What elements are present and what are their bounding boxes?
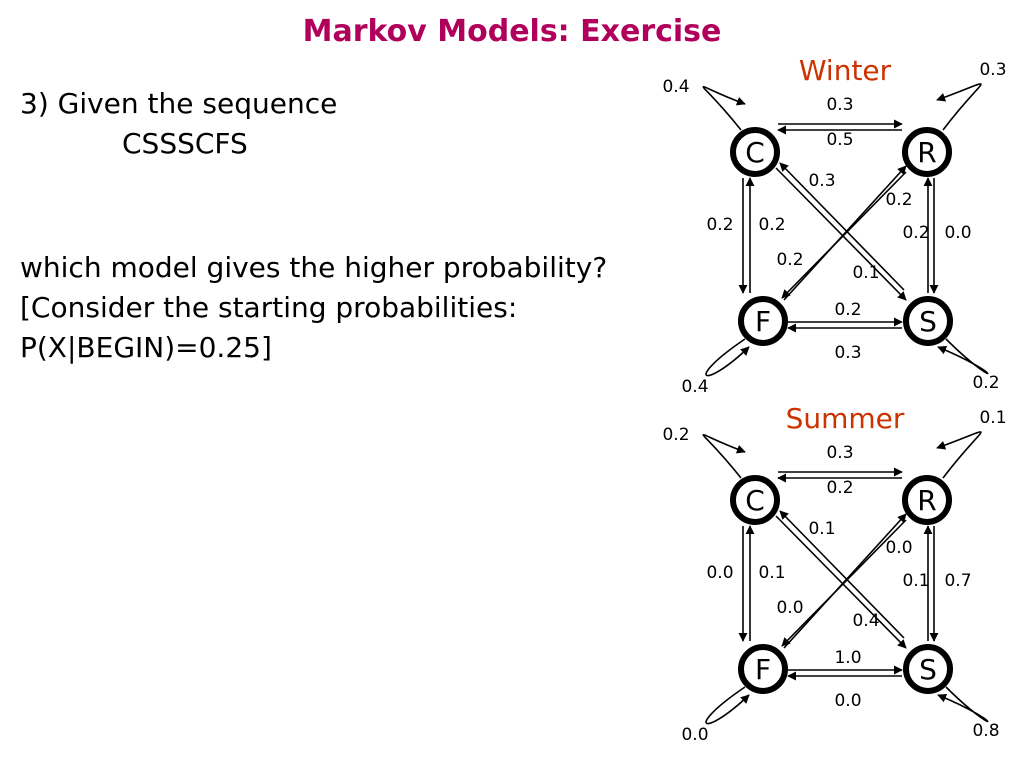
model-summer-title: Summer (786, 402, 905, 435)
model-winter-loop-c (702, 85, 746, 131)
model-summer-label-self-r: 0.1 (979, 408, 1006, 428)
question-line-3: which model gives the higher probability… (20, 251, 608, 284)
slide-title: Markov Models: Exercise (302, 14, 722, 49)
model-winter-label-self-s: 0.2 (972, 373, 999, 393)
model-summer-loop-r (936, 431, 982, 479)
model-winter-label-self-r: 0.3 (979, 60, 1006, 80)
model-summer-loop-f (705, 686, 750, 725)
question-line-5: P(X|BEGIN)=0.25] (20, 331, 272, 364)
model-winter-label-r-s: 0.0 (944, 223, 971, 243)
model-summer-node-label-f: F (755, 653, 771, 686)
model-winter-node-f (738, 296, 788, 346)
model-winter-node-label-r: R (917, 136, 936, 169)
model-summer-edge-s-c (779, 510, 905, 639)
model-summer-node-c (730, 475, 780, 525)
model-summer-node-label-s: S (919, 653, 937, 686)
model-winter-label-c-s: 0.3 (808, 171, 835, 191)
model-summer-node-label-r: R (917, 484, 936, 517)
model-summer-label-c-s: 0.1 (808, 519, 835, 539)
model-winter-node-label-c: C (745, 136, 765, 169)
model-winter-label-f-c: 0.2 (758, 215, 785, 235)
model-summer-label-c-r: 0.3 (826, 443, 853, 463)
model-winter-label-self-c: 0.4 (662, 77, 689, 97)
model-winter-label-f-s: 0.2 (834, 300, 861, 320)
model-summer-label-r-c: 0.2 (826, 478, 853, 498)
model-summer-edge-f-r (783, 513, 907, 649)
model-summer-node-f (738, 644, 788, 694)
model-winter-label-c-r: 0.3 (826, 95, 853, 115)
model-winter-node-r (902, 127, 952, 177)
model-summer-node-label-c: C (745, 484, 765, 517)
model-winter-node-label-f: F (755, 305, 771, 338)
model-summer-loop-s (937, 686, 989, 723)
model-winter-label-self-f: 0.4 (681, 377, 708, 397)
model-summer-label-f-s: 1.0 (834, 648, 861, 668)
model-summer-label-s-c: 0.4 (852, 611, 879, 631)
model-winter-label-r-c: 0.5 (826, 130, 853, 150)
model-winter-edge-c-s (775, 167, 907, 301)
model-summer-label-s-r: 0.1 (902, 571, 929, 591)
model-winter-node-label-s: S (919, 305, 937, 338)
model-winter-edge-f-r (783, 165, 907, 301)
model-winter-loop-r (936, 83, 982, 131)
model-summer-edge-c-s (775, 515, 907, 649)
model-winter-label-s-f: 0.3 (834, 343, 861, 363)
model-winter-label-c-f: 0.2 (706, 215, 733, 235)
question-line-4: [Consider the starting probabilities: (20, 291, 518, 324)
model-summer-label-r-f: 0.0 (885, 538, 912, 558)
model-summer-label-r-s: 0.7 (944, 571, 971, 591)
model-winter-label-r-f: 0.2 (885, 190, 912, 210)
sequence-text: CSSSCFS (122, 127, 248, 160)
question-line-1: 3) Given the sequence (20, 87, 338, 120)
model-summer-loop-c (702, 433, 746, 479)
model-winter-edge-s-c (779, 162, 905, 291)
model-summer-label-self-f: 0.0 (681, 725, 708, 745)
model-winter-title: Winter (799, 54, 892, 87)
model-summer-label-self-s: 0.8 (972, 721, 999, 741)
model-summer-label-self-c: 0.2 (662, 425, 689, 445)
model-winter-node-c (730, 127, 780, 177)
model-winter-node-s (903, 296, 953, 346)
model-winter-loop-s (937, 338, 989, 375)
model-winter-label-s-r: 0.2 (902, 223, 929, 243)
model-summer-label-f-c: 0.1 (758, 563, 785, 583)
model-winter-label-f-r: 0.2 (776, 250, 803, 270)
model-summer-node-s (903, 644, 953, 694)
model-summer-label-s-f: 0.0 (834, 691, 861, 711)
model-summer-label-f-r: 0.0 (776, 598, 803, 618)
model-winter-label-s-c: 0.1 (852, 263, 879, 283)
model-summer-label-c-f: 0.0 (706, 563, 733, 583)
model-summer-node-r (902, 475, 952, 525)
model-winter-loop-f (705, 338, 750, 377)
